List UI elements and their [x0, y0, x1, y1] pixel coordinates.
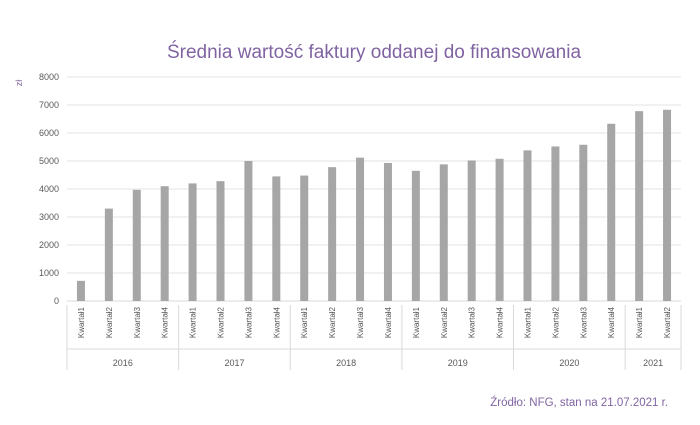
- year-label-2017: 2017: [224, 358, 244, 368]
- x-category-label: Kwartał2: [105, 306, 114, 338]
- bar-2016-q2: [104, 208, 113, 301]
- x-category-label: Kwartał1: [524, 306, 533, 338]
- x-category-label: Kwartał4: [384, 306, 393, 338]
- year-label-2018: 2018: [336, 358, 356, 368]
- bars: [76, 109, 672, 301]
- x-category-label: Kwartał1: [77, 306, 86, 338]
- x-category-label: Kwartał2: [217, 306, 226, 338]
- chart-title: Średnia wartość faktury oddanej do finan…: [167, 41, 581, 63]
- bar-2019-q4: [495, 158, 504, 301]
- y-tick-label: 7000: [39, 100, 59, 110]
- source-note: Źródło: NFG, stan na 21.07.2021 r.: [490, 396, 668, 409]
- bar-2017-q3: [244, 161, 253, 301]
- year-label-2019: 2019: [448, 358, 468, 368]
- y-axis-ticks: 0 1000 2000 3000 4000 5000 6000 7000 8000: [39, 72, 59, 306]
- x-category-label: Kwartał3: [133, 306, 142, 338]
- y-axis-unit-label: zł: [14, 80, 24, 87]
- bar-2017-q4: [272, 176, 281, 301]
- bar-2021-q2: [663, 109, 672, 301]
- x-category-label: Kwartał1: [635, 306, 644, 338]
- x-category-label: Kwartał3: [579, 306, 588, 338]
- y-tick-label: 5000: [39, 156, 59, 166]
- x-category-label: Kwartał1: [189, 306, 198, 338]
- x-category-label: Kwartał4: [607, 306, 616, 338]
- bar-2018-q1: [300, 175, 309, 301]
- bar-2019-q2: [439, 164, 448, 301]
- x-category-label: Kwartał1: [412, 306, 421, 338]
- bar-2016-q4: [160, 186, 169, 301]
- year-label-2021: 2021: [643, 358, 663, 368]
- bar-2021-q1: [635, 111, 644, 301]
- bar-2019-q1: [411, 170, 420, 301]
- year-group-axis: 2016 2017 2018 2019 2020 2021: [66, 305, 682, 370]
- x-axis-category-labels: Kwartał1 Kwartał2 Kwartał3 Kwartał4 Kwartał1…: [77, 306, 672, 338]
- y-tick-label: 2000: [39, 240, 59, 250]
- x-category-label: Kwartał4: [161, 306, 170, 338]
- year-label-2020: 2020: [559, 358, 579, 368]
- bar-2020-q2: [551, 146, 560, 301]
- y-tick-label: 1000: [39, 268, 59, 278]
- bar-2016-q1: [76, 280, 85, 301]
- x-category-label: Kwartał4: [272, 306, 281, 338]
- bar-2020-q3: [579, 144, 588, 301]
- x-category-label: Kwartał3: [356, 306, 365, 338]
- bar-2017-q1: [188, 183, 197, 301]
- year-label-2016: 2016: [113, 358, 133, 368]
- x-category-label: Kwartał2: [328, 306, 337, 338]
- bar-2016-q3: [132, 189, 141, 301]
- x-category-label: Kwartał4: [496, 306, 505, 338]
- y-tick-label: 4000: [39, 184, 59, 194]
- bar-2018-q4: [383, 162, 392, 301]
- x-category-label: Kwartał2: [440, 306, 449, 338]
- bar-2019-q3: [467, 160, 476, 301]
- x-category-label: Kwartał1: [300, 306, 309, 338]
- bar-2020-q1: [523, 150, 532, 301]
- y-tick-label: 0: [54, 296, 59, 306]
- y-tick-label: 6000: [39, 128, 59, 138]
- bar-2018-q3: [356, 157, 365, 301]
- y-tick-label: 8000: [39, 72, 59, 82]
- x-category-label: Kwartał2: [551, 306, 560, 338]
- y-tick-label: 3000: [39, 212, 59, 222]
- x-category-label: Kwartał2: [663, 306, 672, 338]
- bar-2020-q4: [607, 123, 616, 301]
- bar-2017-q2: [216, 181, 225, 301]
- bar-2018-q2: [328, 167, 337, 301]
- grid-lines: [67, 76, 681, 302]
- x-category-label: Kwartał3: [468, 306, 477, 338]
- x-category-label: Kwartał3: [244, 306, 253, 338]
